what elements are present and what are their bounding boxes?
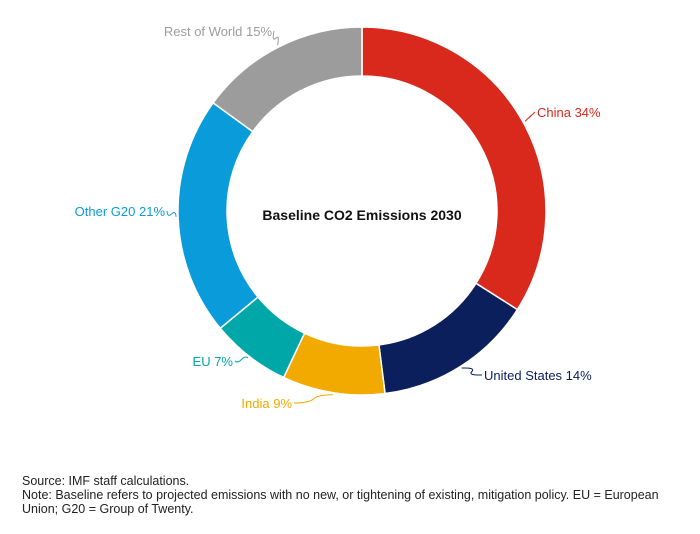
slice-china [361, 26, 547, 311]
label-china: China 34% [537, 105, 601, 120]
leader-rest-of-world [272, 30, 279, 46]
chart-title: Baseline CO2 Emissions 2030 [262, 207, 461, 223]
leader-lines [166, 30, 536, 404]
leader-eu [234, 356, 249, 363]
leader-other-g20 [166, 210, 177, 217]
slice-other-g20 [177, 101, 260, 330]
definition-note: Note: Baseline refers to projected emiss… [22, 488, 659, 516]
label-eu: EU 7% [193, 354, 234, 369]
source-note: Source: IMF staff calculations. [22, 474, 190, 488]
donut-slices [177, 26, 547, 396]
leader-united-states [461, 367, 483, 376]
slice-rest-of-world [212, 26, 363, 133]
label-other-g20: Other G20 21% [75, 204, 166, 219]
label-india: India 9% [241, 396, 292, 411]
leader-india [293, 394, 333, 404]
label-rest-of-world: Rest of World 15% [164, 24, 273, 39]
donut-chart: China 34% United States 14% India 9% EU 7% O… [75, 24, 601, 411]
slice-labels: China 34% United States 14% India 9% EU 7% O… [75, 24, 601, 411]
chart-notes: Source: IMF staff calculations. Note: Ba… [22, 474, 692, 516]
leader-china [524, 111, 536, 122]
label-united-states: United States 14% [484, 368, 592, 383]
